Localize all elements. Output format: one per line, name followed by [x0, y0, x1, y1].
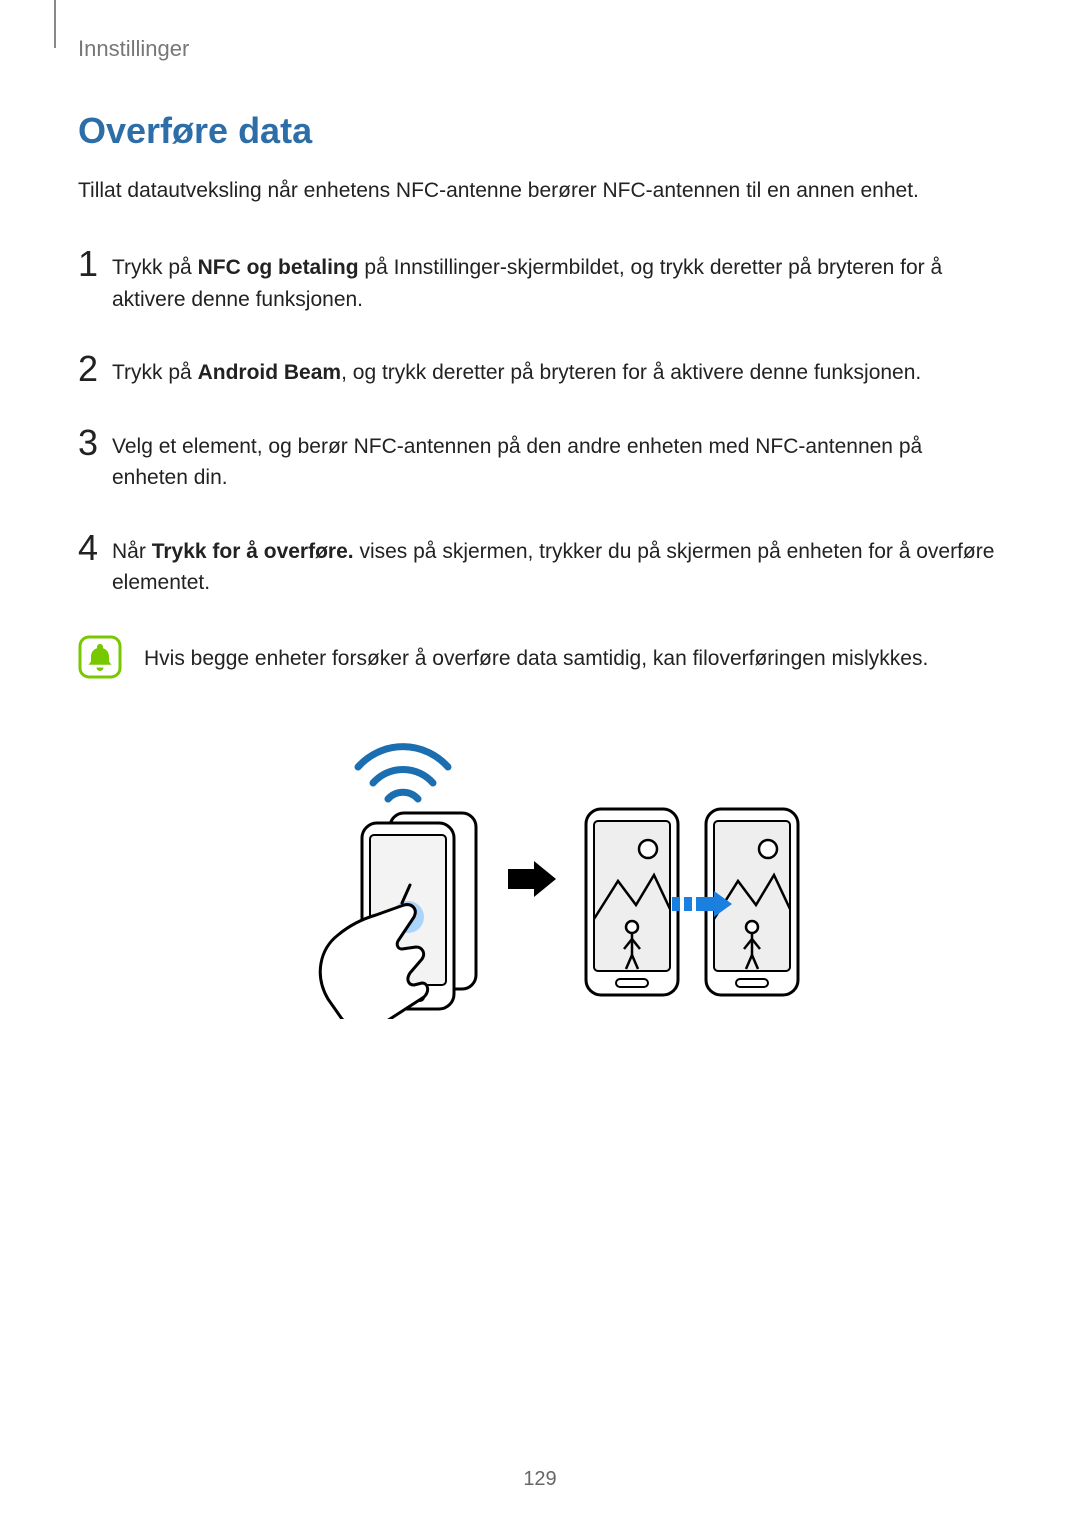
bell-note-icon [78, 635, 122, 679]
note-text: Hvis begge enheter forsøker å overføre d… [144, 635, 928, 675]
note-row: Hvis begge enheter forsøker å overføre d… [78, 635, 998, 679]
step-row: 4 Når Trykk for å overføre. vises på skj… [78, 530, 998, 599]
step-text: Velg et element, og berør NFC-antennen p… [112, 425, 998, 494]
page-vertical-rule [54, 0, 56, 48]
step-text: Trykk på NFC og betaling på Innstillinge… [112, 246, 998, 315]
section-title: Overføre data [78, 110, 998, 152]
step-number: 3 [78, 425, 112, 461]
step-text: Trykk på Android Beam, og trykk deretter… [112, 351, 921, 389]
intro-paragraph: Tillat datautveksling når enhetens NFC-a… [78, 176, 998, 206]
page-number: 129 [0, 1468, 1080, 1491]
step-number: 1 [78, 246, 112, 282]
breadcrumb: Innstillinger [78, 36, 189, 62]
step-text: Når Trykk for å overføre. vises på skjer… [112, 530, 998, 599]
step-row: 2 Trykk på Android Beam, og trykk derett… [78, 351, 998, 389]
step-number: 2 [78, 351, 112, 387]
step-row: 1 Trykk på NFC og betaling på Innstillin… [78, 246, 998, 315]
page-content: Overføre data Tillat datautveksling når … [78, 110, 998, 1019]
step-number: 4 [78, 530, 112, 566]
nfc-illustration [78, 719, 998, 1019]
step-row: 3 Velg et element, og berør NFC-antennen… [78, 425, 998, 494]
